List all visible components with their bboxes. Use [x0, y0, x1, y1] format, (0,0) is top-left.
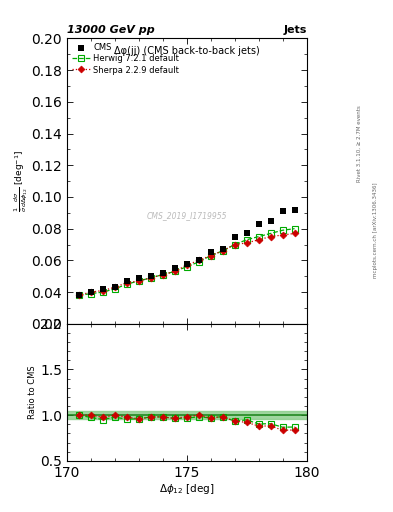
Point	[255, 220, 262, 228]
Point	[112, 283, 118, 291]
Point	[279, 207, 286, 216]
Text: Δφ(jj) (CMS back-to-back jets): Δφ(jj) (CMS back-to-back jets)	[114, 46, 259, 55]
Text: Rivet 3.1.10, ≥ 2.7M events: Rivet 3.1.10, ≥ 2.7M events	[357, 105, 362, 182]
Y-axis label: Ratio to CMS: Ratio to CMS	[28, 366, 37, 419]
Bar	[67, 412, 307, 419]
Point	[184, 260, 190, 268]
Point	[88, 288, 94, 296]
Legend: CMS, Herwig 7.2.1 default, Sherpa 2.2.9 default: CMS, Herwig 7.2.1 default, Sherpa 2.2.9 …	[69, 41, 182, 77]
Point	[100, 285, 106, 293]
Point	[208, 248, 214, 257]
Y-axis label: $\frac{1}{\bar{\sigma}}\frac{d\sigma}{d\Delta\phi_{12}}$ [deg$^{-1}$]: $\frac{1}{\bar{\sigma}}\frac{d\sigma}{d\…	[12, 150, 30, 212]
Text: Jets: Jets	[283, 25, 307, 35]
Point	[75, 291, 82, 300]
Point	[124, 277, 130, 285]
Point	[220, 245, 226, 253]
Point	[172, 264, 178, 272]
Text: 13000 GeV pp: 13000 GeV pp	[67, 25, 154, 35]
Point	[231, 232, 238, 241]
Point	[136, 274, 142, 282]
Point	[244, 229, 250, 238]
Point	[196, 257, 202, 265]
Point	[268, 217, 274, 225]
Point	[292, 205, 298, 214]
X-axis label: $\Delta\phi_{12}$ [deg]: $\Delta\phi_{12}$ [deg]	[159, 482, 215, 497]
Text: CMS_2019_I1719955: CMS_2019_I1719955	[147, 211, 227, 220]
Point	[160, 269, 166, 277]
Text: mcplots.cern.ch [arXiv:1306.3436]: mcplots.cern.ch [arXiv:1306.3436]	[373, 183, 378, 278]
Point	[148, 272, 154, 281]
